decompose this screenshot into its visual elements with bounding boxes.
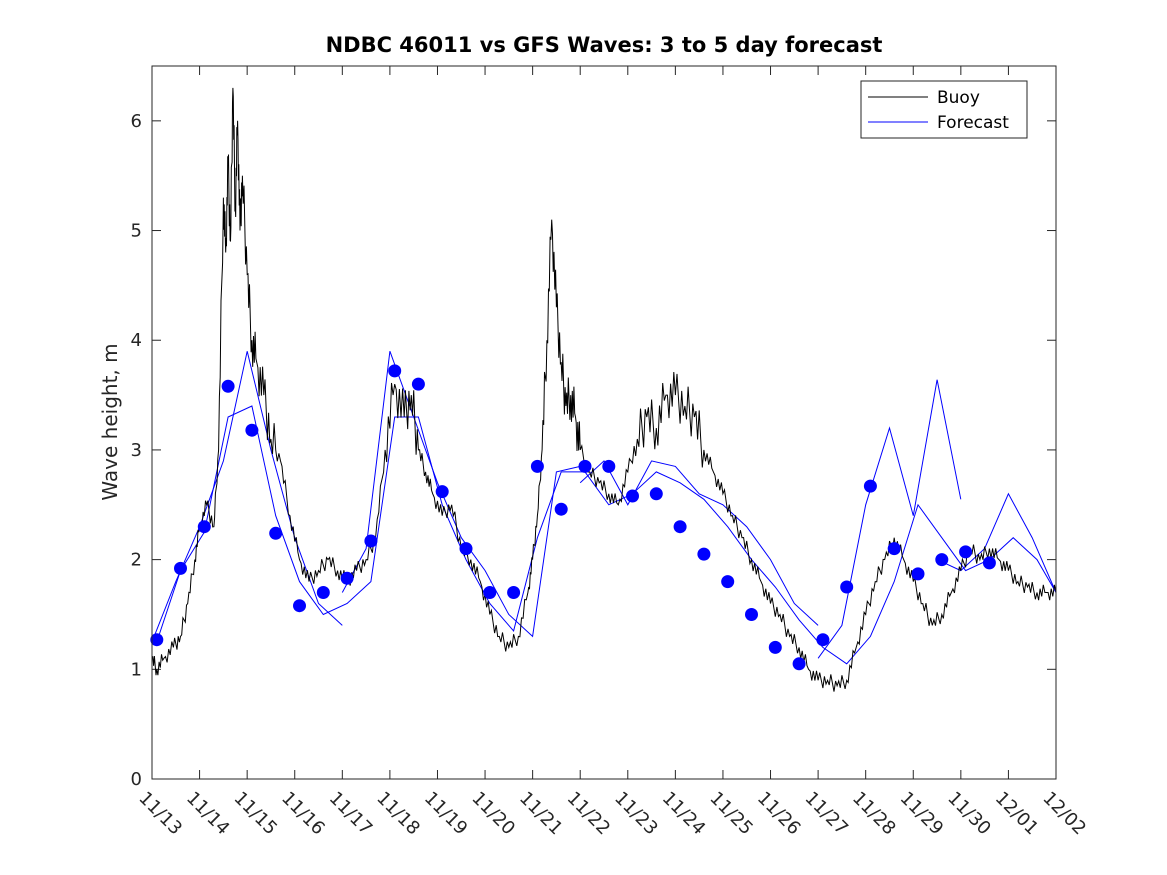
forecast-point-marker bbox=[483, 586, 497, 599]
series-layer bbox=[151, 87, 1057, 692]
plot-frame bbox=[151, 65, 1057, 780]
forecast-point-marker bbox=[911, 567, 925, 581]
plot-area bbox=[152, 66, 1056, 779]
forecast-point-marker bbox=[388, 364, 402, 378]
y-tick-label: 6 bbox=[131, 111, 142, 132]
legend-box bbox=[860, 80, 1028, 139]
forecast-run-line bbox=[341, 351, 581, 638]
y-tick-label: 3 bbox=[131, 440, 142, 461]
forecast-point-marker bbox=[768, 640, 782, 654]
y-tick-label: 1 bbox=[131, 659, 142, 680]
legend-buoy-label: Buoy bbox=[937, 88, 980, 108]
y-tick-label: 4 bbox=[131, 330, 142, 351]
forecast-point-marker bbox=[507, 586, 521, 599]
forecast-point-marker bbox=[459, 542, 473, 556]
forecast-point-marker bbox=[840, 580, 854, 594]
forecast-point-marker bbox=[863, 479, 877, 493]
forecast-run-line bbox=[936, 492, 1057, 593]
forecast-point-marker bbox=[293, 599, 306, 613]
legend: Buoy Forecast bbox=[860, 80, 1028, 139]
forecast-point-marker bbox=[221, 379, 235, 393]
forecast-point-marker bbox=[174, 561, 187, 575]
forecast-point-marker bbox=[316, 586, 330, 599]
forecast-point-marker bbox=[150, 633, 164, 647]
forecast-point-marker bbox=[411, 377, 425, 391]
y-tick-label: 2 bbox=[131, 550, 142, 571]
forecast-point-marker bbox=[649, 487, 663, 501]
marker-layer bbox=[150, 364, 996, 671]
forecast-point-marker bbox=[364, 534, 378, 548]
y-tick-label: 0 bbox=[131, 769, 142, 790]
buoy-series-line bbox=[151, 87, 1057, 692]
forecast-point-marker bbox=[792, 657, 806, 671]
y-tick-label: 5 bbox=[131, 221, 142, 242]
y-tick-labels: 0 1 2 3 4 5 6 bbox=[131, 111, 142, 790]
forecast-point-marker bbox=[626, 489, 639, 503]
forecast-point-marker bbox=[816, 633, 830, 647]
y-axis-label: Wave height, m bbox=[98, 343, 122, 500]
forecast-point-marker bbox=[578, 459, 592, 473]
forecast-point-marker bbox=[887, 542, 901, 556]
forecast-point-marker bbox=[340, 571, 354, 585]
forecast-series-line bbox=[156, 405, 1057, 665]
chart-title: NDBC 46011 vs GFS Waves: 3 to 5 day fore… bbox=[326, 33, 883, 57]
forecast-point-marker bbox=[530, 459, 544, 473]
forecast-point-marker bbox=[959, 545, 973, 559]
forecast-run-line bbox=[817, 379, 962, 659]
forecast-point-marker bbox=[982, 556, 996, 570]
forecast-point-marker bbox=[554, 502, 568, 516]
forecast-point-marker bbox=[269, 526, 283, 540]
axis-ticks bbox=[151, 66, 1057, 780]
forecast-point-marker bbox=[435, 485, 449, 499]
forecast-run-line bbox=[579, 460, 819, 626]
legend-forecast-label: Forecast bbox=[937, 113, 1009, 133]
forecast-point-marker bbox=[602, 459, 616, 473]
forecast-point-marker bbox=[697, 547, 711, 561]
forecast-point-marker bbox=[197, 520, 211, 534]
forecast-point-marker bbox=[721, 575, 735, 589]
forecast-point-marker bbox=[673, 520, 687, 534]
forecast-point-marker bbox=[935, 553, 949, 567]
forecast-point-marker bbox=[745, 608, 758, 621]
forecast-point-marker bbox=[245, 423, 259, 437]
